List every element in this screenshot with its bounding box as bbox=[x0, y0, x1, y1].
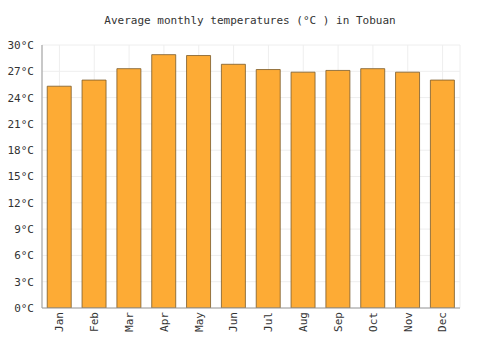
svg-text:12°C: 12°C bbox=[8, 197, 34, 210]
svg-text:Jul: Jul bbox=[262, 312, 275, 332]
svg-text:18°C: 18°C bbox=[8, 144, 34, 157]
svg-text:Sep: Sep bbox=[332, 312, 345, 332]
svg-text:0°C: 0°C bbox=[14, 302, 34, 315]
svg-text:Dec: Dec bbox=[436, 312, 449, 332]
html-text:Average monthly temperatures (: Average monthly temperatures (°C ) in To… bbox=[104, 14, 396, 27]
svg-text:May: May bbox=[193, 312, 206, 332]
svg-text:Feb: Feb bbox=[88, 312, 101, 332]
svg-text:Nov: Nov bbox=[402, 312, 415, 332]
svg-text:Aug: Aug bbox=[297, 312, 310, 332]
svg-text:3°C: 3°C bbox=[14, 276, 34, 289]
svg-text:Oct: Oct bbox=[367, 312, 380, 332]
svg-text:Mar: Mar bbox=[123, 312, 136, 332]
svg-text:Apr: Apr bbox=[158, 312, 171, 332]
svg-text:15°C: 15°C bbox=[8, 170, 34, 183]
svg-text:30°C: 30°C bbox=[8, 39, 34, 52]
svg-text:Jan: Jan bbox=[53, 312, 66, 332]
svg-text:9°C: 9°C bbox=[14, 223, 34, 236]
svg-text:21°C: 21°C bbox=[8, 118, 34, 131]
svg-text:Jun: Jun bbox=[227, 312, 240, 332]
svg-text:24°C: 24°C bbox=[8, 92, 34, 105]
svg-text:6°C: 6°C bbox=[14, 249, 34, 262]
svg-text:27°C: 27°C bbox=[8, 65, 34, 78]
